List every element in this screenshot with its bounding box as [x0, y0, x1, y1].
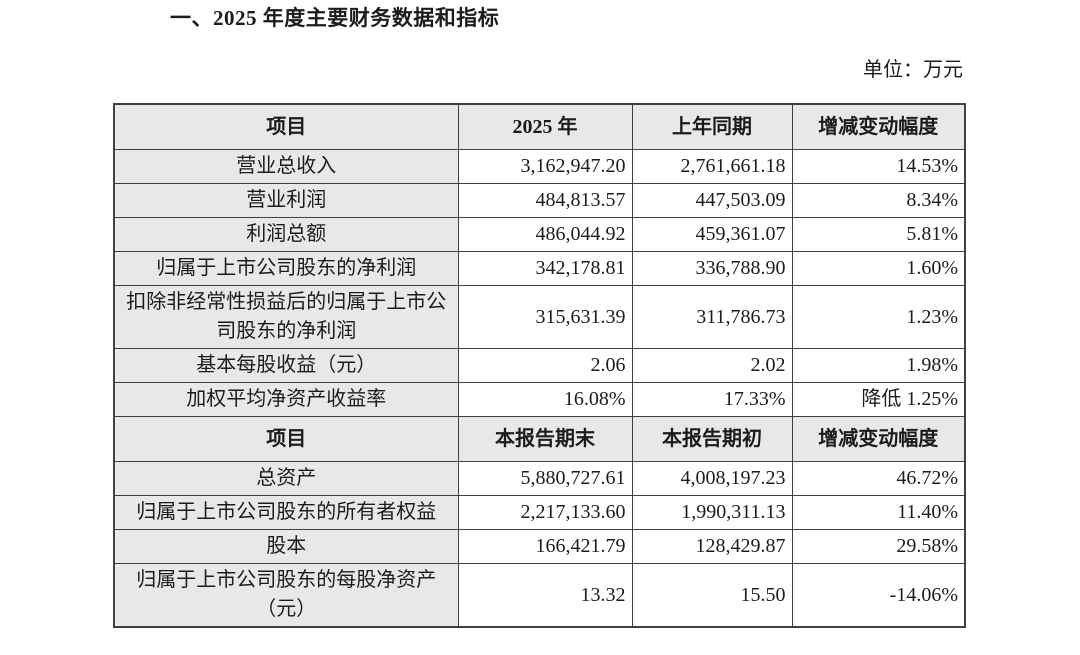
column-header: 项目 [113, 416, 459, 462]
row-label: 营业利润 [113, 183, 459, 218]
table-row: 总资产 5,880,727.61 4,008,197.23 46.72% [113, 461, 966, 496]
row-label: 利润总额 [113, 217, 459, 252]
row-value: 2,217,133.60 [457, 495, 633, 530]
table-row: 归属于上市公司股东的每股净资产（元） 13.32 15.50 -14.06% [113, 563, 966, 628]
row-value: 128,429.87 [631, 529, 793, 564]
row-value: 166,421.79 [457, 529, 633, 564]
row-value: 16.08% [457, 382, 633, 417]
row-value: 降低 1.25% [791, 382, 966, 417]
row-value: 315,631.39 [457, 285, 633, 349]
row-value: 2.02 [631, 348, 793, 383]
row-label: 股本 [113, 529, 459, 564]
table-row: 利润总额 486,044.92 459,361.07 5.81% [113, 217, 966, 252]
row-value: 459,361.07 [631, 217, 793, 252]
financial-table: 项目 2025 年上年同期 增减变动幅度 营业总收入 3,162,947.20 2,761… [113, 103, 966, 628]
table-row: 扣除非经常性损益后的归属于上市公司股东的净利润 315,631.39 311,786… [113, 285, 966, 349]
column-header: 本报告期初 [631, 416, 793, 462]
row-value: 1.60% [791, 251, 966, 286]
row-value: 5.81% [791, 217, 966, 252]
row-value: 336,788.90 [631, 251, 793, 286]
column-header: 项目 [113, 103, 459, 150]
row-value: 14.53% [791, 149, 966, 184]
table-row: 营业利润 484,813.57 447,503.09 8.34% [113, 183, 966, 218]
section-title: 一、2025 年度主要财务数据和指标 [170, 6, 500, 30]
row-value: 11.40% [791, 495, 966, 530]
row-value: 447,503.09 [631, 183, 793, 218]
column-header: 增减变动幅度 [791, 416, 966, 462]
row-value: 484,813.57 [457, 183, 633, 218]
row-value: 311,786.73 [631, 285, 793, 349]
column-header: 上年同期 [631, 103, 793, 150]
table-row: 归属于上市公司股东的净利润 342,178.81 336,788.90 1.60% [113, 251, 966, 286]
column-header: 增减变动幅度 [791, 103, 966, 150]
table-row: 归属于上市公司股东的所有者权益 2,217,133.60 1,990,311.13 1… [113, 495, 966, 530]
table-row: 股本 166,421.79 128,429.87 29.58% [113, 529, 966, 564]
table-row: 营业总收入 3,162,947.20 2,761,661.18 14.53% [113, 149, 966, 184]
row-value: 1.98% [791, 348, 966, 383]
financial-table-body: 项目 2025 年上年同期 增减变动幅度 营业总收入 3,162,947.20 2,761… [113, 103, 966, 628]
row-value: 29.58% [791, 529, 966, 564]
row-value: 4,008,197.23 [631, 461, 793, 496]
table-row: 基本每股收益（元） 2.06 2.02 1.98% [113, 348, 966, 383]
row-value: 1.23% [791, 285, 966, 349]
row-value: 5,880,727.61 [457, 461, 633, 496]
column-header: 2025 年 [457, 103, 633, 150]
row-label: 归属于上市公司股东的每股净资产（元） [113, 563, 459, 628]
row-label: 归属于上市公司股东的所有者权益 [113, 495, 459, 530]
row-value: 486,044.92 [457, 217, 633, 252]
table-header-row: 项目 本报告期末 本报告期初 增减变动幅度 [113, 416, 966, 462]
row-value: 2,761,661.18 [631, 149, 793, 184]
row-label: 加权平均净资产收益率 [113, 382, 459, 417]
row-label: 基本每股收益（元） [113, 348, 459, 383]
row-value: 8.34% [791, 183, 966, 218]
row-value: 13.32 [457, 563, 633, 628]
row-value: 17.33% [631, 382, 793, 417]
row-value: 342,178.81 [457, 251, 633, 286]
row-label: 归属于上市公司股东的净利润 [113, 251, 459, 286]
unit-label: 单位：万元 [863, 59, 963, 81]
table-row: 加权平均净资产收益率 16.08% 17.33% 降低 1.25% [113, 382, 966, 417]
row-label: 扣除非经常性损益后的归属于上市公司股东的净利润 [113, 285, 459, 349]
row-label: 总资产 [113, 461, 459, 496]
row-value: 3,162,947.20 [457, 149, 633, 184]
table-header-row: 项目 2025 年上年同期 增减变动幅度 [113, 103, 966, 150]
row-label: 营业总收入 [113, 149, 459, 184]
row-value: 46.72% [791, 461, 966, 496]
row-value: 1,990,311.13 [631, 495, 793, 530]
row-value: 15.50 [631, 563, 793, 628]
row-value: -14.06% [791, 563, 966, 628]
row-value: 2.06 [457, 348, 633, 383]
column-header: 本报告期末 [457, 416, 633, 462]
